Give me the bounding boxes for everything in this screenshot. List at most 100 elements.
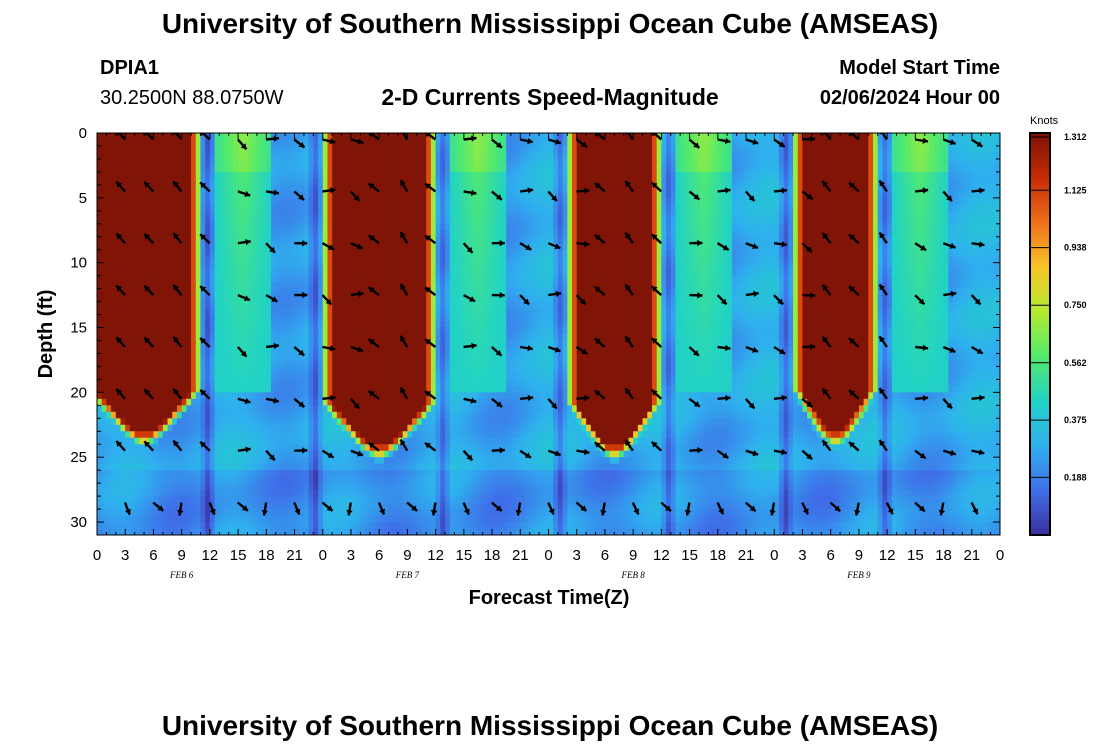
heatmap-cell	[416, 463, 423, 471]
heatmap-cell	[148, 204, 155, 212]
heatmap-cell	[101, 444, 107, 452]
heatmap-cell	[369, 385, 376, 393]
heatmap-cell	[473, 145, 479, 154]
heatmap-cell	[101, 262, 107, 270]
heatmap-cell	[153, 282, 159, 290]
heatmap-cell	[369, 230, 376, 238]
heatmap-cell	[271, 411, 277, 419]
heatmap-cell	[285, 269, 291, 277]
heatmap-cell	[336, 340, 343, 348]
heatmap-cell	[162, 230, 169, 238]
heatmap-cell	[97, 340, 103, 348]
heatmap-cell	[445, 392, 451, 400]
heatmap-cell	[322, 340, 329, 348]
heatmap-cell	[256, 366, 263, 374]
heatmap-cell	[440, 197, 446, 205]
heatmap-cell	[308, 301, 314, 309]
heatmap-cell	[205, 522, 211, 530]
heatmap-cell	[365, 334, 371, 342]
heatmap-cell	[223, 184, 230, 192]
heatmap-cell	[435, 191, 441, 199]
heatmap-cell	[167, 392, 173, 400]
heatmap-cell	[459, 385, 465, 393]
heatmap-cell	[280, 314, 286, 322]
heatmap-cell	[172, 379, 178, 387]
heatmap-cell	[440, 262, 446, 270]
heatmap-cell	[435, 385, 441, 393]
heatmap-cell	[144, 191, 150, 199]
heatmap-cell	[167, 476, 173, 484]
heatmap-cell	[346, 327, 352, 335]
heatmap-cell	[280, 256, 286, 264]
heatmap-cell	[247, 210, 253, 218]
heatmap-cell	[294, 483, 300, 491]
heatmap-cell	[374, 450, 380, 458]
heatmap-cell	[205, 262, 211, 270]
heatmap-cell	[294, 515, 300, 523]
heatmap-cell	[162, 483, 169, 491]
heatmap-cell	[256, 256, 263, 264]
heatmap-cell	[289, 424, 296, 432]
heatmap-cell	[191, 431, 197, 439]
heatmap-cell	[327, 437, 333, 445]
heatmap-cell	[402, 230, 408, 238]
heatmap-cell	[308, 372, 314, 380]
heatmap-cell	[374, 178, 380, 186]
heatmap-cell	[445, 301, 451, 309]
heatmap-cell	[172, 158, 178, 167]
heatmap-cell	[148, 282, 155, 290]
heatmap-cell	[195, 476, 202, 484]
heatmap-cell	[256, 470, 263, 478]
heatmap-cell	[440, 145, 446, 154]
heatmap-cell	[454, 431, 460, 439]
heatmap-cell	[280, 308, 286, 316]
heatmap-cell	[101, 392, 107, 400]
heatmap-cell	[101, 457, 107, 465]
heatmap-cell	[115, 489, 122, 497]
heatmap-cell	[383, 282, 390, 290]
heatmap-cell	[252, 152, 258, 160]
heatmap-cell	[426, 178, 432, 186]
heatmap-cell	[369, 340, 376, 348]
heatmap-cell	[200, 184, 206, 192]
heatmap-cell	[153, 158, 159, 167]
heatmap-cell	[374, 249, 380, 257]
heatmap-cell	[191, 411, 197, 419]
heatmap-cell	[233, 230, 239, 238]
heatmap-cell	[181, 515, 187, 523]
heatmap-cell	[115, 405, 122, 413]
heatmap-cell	[191, 496, 197, 504]
heatmap-cell	[459, 165, 465, 173]
heatmap-cell	[256, 133, 263, 141]
heatmap-cell	[318, 262, 324, 270]
heatmap-cell	[195, 327, 202, 335]
heatmap-cell	[332, 282, 338, 290]
heatmap-cell	[247, 327, 253, 335]
heatmap-cell	[473, 204, 479, 212]
heatmap-cell	[162, 509, 169, 517]
heatmap-cell	[153, 379, 159, 387]
heatmap-cell	[266, 158, 272, 167]
heatmap-cell	[322, 314, 329, 322]
heatmap-cell	[313, 431, 319, 439]
heatmap-cell	[449, 515, 456, 523]
heatmap-cell	[181, 444, 187, 452]
heatmap-cell	[365, 502, 371, 510]
heatmap-cell	[332, 204, 338, 212]
heatmap-cell	[162, 249, 169, 257]
heatmap-cell	[167, 483, 173, 491]
heatmap-cell	[228, 288, 234, 296]
heatmap-cell	[280, 243, 286, 251]
heatmap-cell	[313, 463, 319, 471]
heatmap-cell	[97, 152, 103, 160]
heatmap-cell	[303, 223, 310, 231]
heatmap-cell	[365, 476, 371, 484]
heatmap-cell	[153, 522, 159, 530]
heatmap-cell	[242, 372, 249, 380]
heatmap-cell	[383, 230, 390, 238]
heatmap-cell	[459, 139, 465, 147]
heatmap-cell	[341, 340, 347, 348]
heatmap-cell	[200, 145, 206, 154]
heatmap-cell	[219, 496, 225, 504]
heatmap-cell	[219, 184, 225, 192]
